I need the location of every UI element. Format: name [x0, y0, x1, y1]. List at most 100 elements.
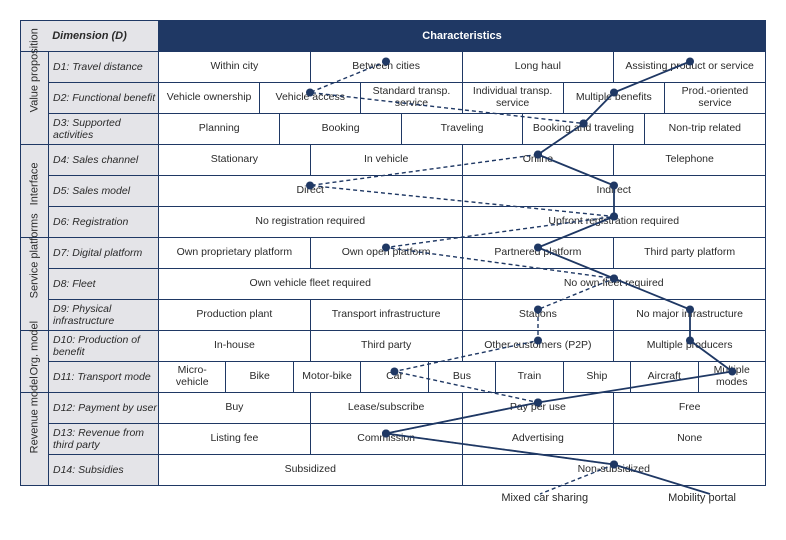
dim-d5: D5: Sales model [49, 176, 159, 207]
opts-d14: SubsidizedNon-subsidized [159, 455, 766, 486]
dim-d6: D6: Registration [49, 207, 159, 238]
opt-d2-0: Vehicle ownership [159, 83, 260, 113]
opts-d3: PlanningBookingTravelingBooking and trav… [159, 114, 766, 145]
opt-d13-1: Commission [311, 424, 463, 454]
dim-d4: D4: Sales channel [49, 145, 159, 176]
dim-d11: D11: Transport mode [49, 362, 159, 393]
opt-d14-0: Subsidized [159, 455, 463, 485]
opt-d2-1: Vehicle access [260, 83, 361, 113]
opt-d9-0: Production plant [159, 300, 311, 330]
opt-d11-8: Multiple modes [699, 362, 765, 392]
opts-d4: StationaryIn vehicleOnlineTelephone [159, 145, 766, 176]
row-d1: Value propositionD1: Travel distanceWith… [21, 52, 766, 83]
morph-box: Dimension (D) Characteristics Value prop… [20, 20, 766, 504]
dimension-header: Dimension (D) [21, 21, 159, 52]
opt-d2-4: Multiple benefits [564, 83, 665, 113]
dim-d12: D12: Payment by user [49, 393, 159, 424]
opt-d8-0: Own vehicle fleet required [159, 269, 463, 299]
row-d7: Service platformsD7: Digital platformOwn… [21, 238, 766, 269]
opt-d7-2: Partnered platform [463, 238, 615, 268]
opts-d8: Own vehicle fleet requiredNo own fleet r… [159, 269, 766, 300]
opt-d2-5: Prod.-oriented service [665, 83, 765, 113]
opt-d11-6: Ship [564, 362, 631, 392]
opts-d11: Micro-vehicleBikeMotor-bikeCarBusTrainSh… [159, 362, 766, 393]
opt-d6-0: No registration required [159, 207, 463, 237]
row-d8: D8: FleetOwn vehicle fleet requiredNo ow… [21, 269, 766, 300]
row-d9: D9: Physical infrastructureProduction pl… [21, 300, 766, 331]
opt-d10-2: Other customers (P2P) [463, 331, 615, 361]
opt-d3-4: Non-trip related [645, 114, 765, 144]
opt-d13-3: None [614, 424, 765, 454]
opts-d1: Within cityBetween citiesLong haulAssist… [159, 52, 766, 83]
opt-d10-1: Third party [311, 331, 463, 361]
opt-d4-0: Stationary [159, 145, 311, 175]
opt-d11-3: Car [361, 362, 428, 392]
opts-d12: BuyLease/subscribePay per useFree [159, 393, 766, 424]
morph-table: Dimension (D) Characteristics Value prop… [20, 20, 766, 486]
opt-d9-1: Transport infrastructure [311, 300, 463, 330]
opts-d7: Own proprietary platformOwn open platfor… [159, 238, 766, 269]
opt-d3-3: Booking and traveling [523, 114, 644, 144]
row-d2: D2: Functional benefitVehicle ownershipV… [21, 83, 766, 114]
row-d5: D5: Sales modelDirectIndirect [21, 176, 766, 207]
header-row: Dimension (D) Characteristics [21, 21, 766, 52]
opt-d2-3: Individual transp. service [463, 83, 564, 113]
row-d12: Revenue modelD12: Payment by userBuyLeas… [21, 393, 766, 424]
opt-d11-1: Bike [226, 362, 293, 392]
opt-d10-3: Multiple producers [614, 331, 765, 361]
group-value: Value proposition [21, 52, 49, 145]
row-d14: D14: SubsidiesSubsidizedNon-subsidized [21, 455, 766, 486]
opt-d14-1: Non-subsidized [463, 455, 766, 485]
row-d11: D11: Transport modeMicro-vehicleBikeMoto… [21, 362, 766, 393]
opt-d3-1: Booking [280, 114, 401, 144]
opt-d12-0: Buy [159, 393, 311, 423]
row-d10: Org. modelD10: Production of benefitIn-h… [21, 331, 766, 362]
group-service: Service platforms [21, 238, 49, 331]
opts-d5: DirectIndirect [159, 176, 766, 207]
legend-mobility_portal: Mobility portal [668, 492, 736, 504]
dim-d3: D3: Supported activities [49, 114, 159, 145]
opt-d12-2: Pay per use [463, 393, 615, 423]
row-d6: D6: RegistrationNo registration required… [21, 207, 766, 238]
opt-d1-3: Assisting product or service [614, 52, 765, 82]
opt-d12-1: Lease/subscribe [311, 393, 463, 423]
opt-d9-2: Stations [463, 300, 615, 330]
opt-d6-1: Upfront registration required [463, 207, 766, 237]
row-d13: D13: Revenue from third partyListing fee… [21, 424, 766, 455]
opt-d4-1: In vehicle [311, 145, 463, 175]
group-revenue: Revenue model [21, 393, 49, 486]
opt-d13-2: Advertising [463, 424, 615, 454]
dim-d10: D10: Production of benefit [49, 331, 159, 362]
opt-d1-1: Between cities [311, 52, 463, 82]
dim-d2: D2: Functional benefit [49, 83, 159, 114]
opt-d11-0: Micro-vehicle [159, 362, 226, 392]
opt-d3-0: Planning [159, 114, 280, 144]
opts-d9: Production plantTransport infrastructure… [159, 300, 766, 331]
dim-d9: D9: Physical infrastructure [49, 300, 159, 331]
dim-d8: D8: Fleet [49, 269, 159, 300]
opt-d12-3: Free [614, 393, 765, 423]
opt-d4-3: Telephone [614, 145, 765, 175]
row-d3: D3: Supported activitiesPlanningBookingT… [21, 114, 766, 145]
opt-d5-0: Direct [159, 176, 463, 206]
opt-d7-0: Own proprietary platform [159, 238, 311, 268]
opts-d10: In-houseThird partyOther customers (P2P)… [159, 331, 766, 362]
opt-d11-4: Bus [429, 362, 496, 392]
opt-d11-7: Aircraft [631, 362, 698, 392]
opt-d13-0: Listing fee [159, 424, 311, 454]
opt-d1-2: Long haul [463, 52, 615, 82]
opts-d13: Listing feeCommissionAdvertisingNone [159, 424, 766, 455]
dim-d13: D13: Revenue from third party [49, 424, 159, 455]
opt-d11-2: Motor-bike [294, 362, 361, 392]
opt-d8-1: No own fleet required [463, 269, 766, 299]
opt-d11-5: Train [496, 362, 563, 392]
opt-d5-1: Indirect [463, 176, 766, 206]
opt-d9-3: No major infrastructure [614, 300, 765, 330]
dim-d1: D1: Travel distance [49, 52, 159, 83]
opts-d2: Vehicle ownershipVehicle accessStandard … [159, 83, 766, 114]
opt-d7-3: Third party platform [614, 238, 765, 268]
opt-d7-1: Own open platform [311, 238, 463, 268]
opt-d2-2: Standard transp. service [361, 83, 462, 113]
opt-d1-0: Within city [159, 52, 311, 82]
characteristics-header: Characteristics [159, 21, 766, 52]
